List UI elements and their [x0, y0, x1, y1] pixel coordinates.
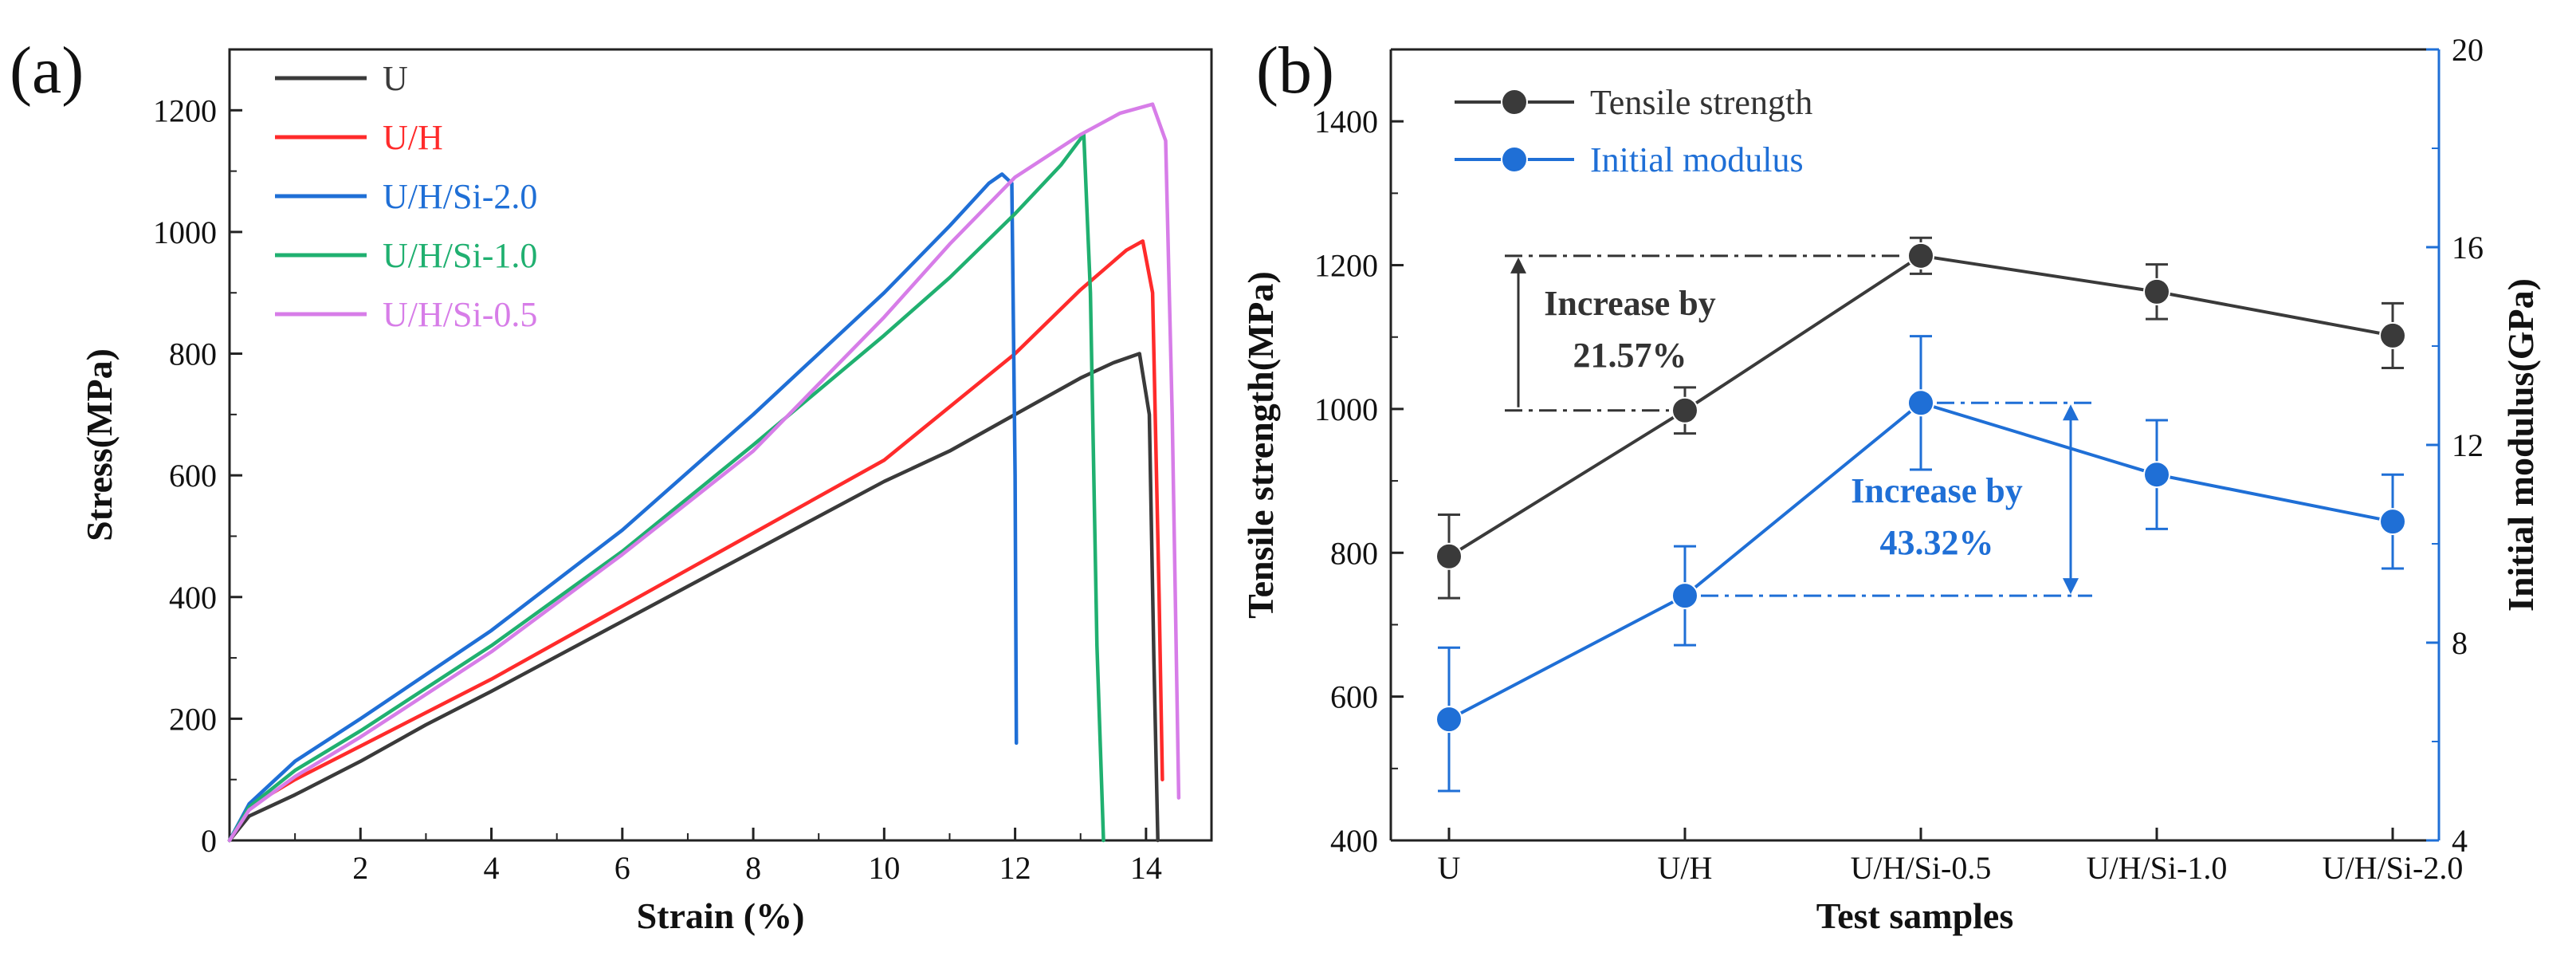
x-axis-title-a: Strain (%) [637, 895, 805, 936]
y-axis-title-b: Tensile strength(MPa) [1240, 271, 1281, 619]
data-point-tensile-strength [1671, 396, 1698, 424]
x-axis-title-b: Test samples [1816, 895, 2014, 936]
x-category-label: U/H/Si-2.0 [2323, 850, 2464, 886]
y-tick-label: 1200 [1314, 248, 1378, 284]
legend-label: U/H/Si-2.0 [383, 177, 537, 216]
series-line-u-h-si-0-5 [227, 102, 1181, 843]
data-point-initial-modulus [1671, 582, 1698, 610]
x-tick-label: 14 [1130, 850, 1162, 886]
y-tick-label: 200 [169, 701, 217, 737]
y2-tick-label: 16 [2452, 230, 2484, 266]
data-point-tensile-strength [2143, 277, 2170, 305]
panel-b-label: (b) [1256, 33, 1334, 108]
data-point-initial-modulus [1435, 706, 1463, 734]
y2-tick-label: 20 [2452, 32, 2484, 68]
y-tick-label: 1200 [153, 92, 217, 128]
data-point-tensile-strength [1907, 242, 1934, 270]
data-point-tensile-strength [1435, 542, 1463, 570]
x-tick-label: 2 [352, 850, 368, 886]
data-point-initial-modulus [2379, 508, 2406, 536]
x-category-label: U/H [1658, 850, 1713, 886]
y2-axis-title-b: Initial modulus(GPa) [2500, 278, 2541, 612]
series-line-u-h [227, 239, 1164, 843]
legend-label: U/H/Si-0.5 [383, 295, 537, 334]
annotation-text: 21.57% [1573, 336, 1687, 375]
data-point-tensile-strength [2379, 321, 2406, 349]
series-line-u-h-si-1-0 [227, 132, 1105, 843]
annotation-text: Increase by [1544, 284, 1716, 323]
annotation-arrowhead [1510, 257, 1526, 273]
x-tick-label: 10 [868, 850, 900, 886]
y-tick-label: 800 [169, 336, 217, 372]
data-point-initial-modulus [2143, 461, 2170, 489]
panel-a-label: (a) [10, 33, 84, 108]
y-tick-label: 0 [201, 823, 217, 859]
annotation-arrowhead [2063, 578, 2079, 595]
legend-marker [1501, 89, 1528, 116]
x-category-label: U/H/Si-0.5 [1851, 850, 1992, 886]
y2-tick-label: 8 [2452, 625, 2468, 661]
y2-tick-label: 12 [2452, 427, 2484, 463]
annotation-text: Increase by [1851, 471, 2023, 510]
y-tick-label: 600 [169, 458, 217, 494]
legend-marker [1501, 146, 1528, 173]
x-category-label: U/H/Si-1.0 [2087, 850, 2228, 886]
data-point-initial-modulus [1907, 389, 1934, 417]
annotation-arrowhead [2063, 404, 2079, 421]
y-tick-label: 400 [169, 580, 217, 616]
x-tick-label: 6 [615, 850, 630, 886]
y-tick-label: 1000 [153, 214, 217, 250]
legend-label: Tensile strength [1590, 83, 1812, 122]
x-category-label: U [1438, 850, 1461, 886]
y-tick-label: 800 [1330, 535, 1378, 571]
legend-label: U/H/Si-1.0 [383, 236, 537, 275]
y-tick-label: 400 [1330, 823, 1378, 859]
legend-label: Initial modulus [1590, 140, 1804, 179]
y-axis-title-a: Stress(MPa) [79, 348, 120, 541]
y-tick-label: 600 [1330, 679, 1378, 715]
legend-label: U [383, 59, 408, 98]
x-tick-label: 4 [484, 850, 500, 886]
y-tick-label: 1400 [1314, 104, 1378, 140]
y2-tick-label: 4 [2452, 823, 2468, 859]
plot-frame-a [228, 48, 1213, 842]
y-tick-label: 1000 [1314, 392, 1378, 427]
x-tick-label: 8 [745, 850, 761, 886]
legend-label: U/H [383, 118, 443, 157]
series-line-u [227, 352, 1160, 843]
x-tick-label: 12 [999, 850, 1031, 886]
annotation-text: 43.32% [1880, 523, 1994, 562]
